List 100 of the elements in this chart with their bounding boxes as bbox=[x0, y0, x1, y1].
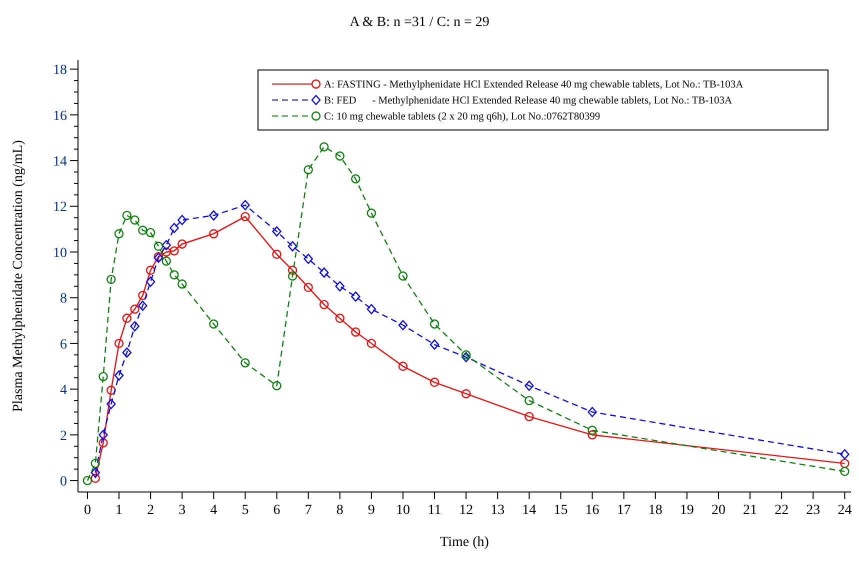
point bbox=[122, 210, 132, 220]
x-tick-label: 18 bbox=[648, 503, 662, 518]
y-tick-label: 4 bbox=[60, 383, 67, 398]
point bbox=[146, 228, 156, 238]
point bbox=[170, 246, 179, 256]
x-tick-label: 6 bbox=[273, 503, 280, 518]
point bbox=[335, 314, 344, 323]
point bbox=[138, 226, 148, 235]
x-tick-label: 21 bbox=[743, 503, 758, 518]
point bbox=[154, 242, 164, 251]
y-tick-label: 10 bbox=[53, 246, 67, 261]
point bbox=[461, 352, 471, 362]
legend-label: C: 10 mg chewable tablets (2 x 20 mg q6h), Lot No.:0762T80399 bbox=[324, 112, 600, 123]
point bbox=[461, 389, 471, 398]
x-tick-label: 15 bbox=[554, 503, 568, 518]
point bbox=[840, 458, 850, 468]
x-tick-label: 24 bbox=[838, 503, 852, 518]
point bbox=[351, 291, 360, 302]
point bbox=[351, 327, 360, 337]
point bbox=[320, 142, 329, 152]
point bbox=[240, 200, 250, 210]
point bbox=[398, 362, 408, 371]
point bbox=[524, 396, 534, 406]
point bbox=[122, 314, 132, 323]
x-tick-label: 11 bbox=[428, 503, 442, 518]
x-tick-label: 7 bbox=[304, 503, 312, 518]
point bbox=[82, 476, 92, 486]
point bbox=[588, 430, 597, 440]
point bbox=[272, 226, 282, 237]
point bbox=[138, 290, 148, 300]
point bbox=[304, 254, 313, 264]
y-tick-label: 6 bbox=[60, 337, 67, 352]
point bbox=[130, 215, 140, 225]
y-tick-label: 2 bbox=[60, 428, 67, 444]
x-tick-label: 16 bbox=[585, 503, 600, 518]
point bbox=[288, 241, 298, 252]
x-tick-label: 1 bbox=[116, 503, 123, 518]
point bbox=[335, 151, 344, 161]
point bbox=[178, 214, 187, 226]
point bbox=[240, 212, 250, 222]
point bbox=[272, 250, 282, 259]
point bbox=[840, 449, 850, 460]
point bbox=[209, 319, 218, 329]
point bbox=[114, 229, 124, 238]
x-tick-label: 0 bbox=[84, 503, 91, 518]
point bbox=[272, 381, 282, 390]
point bbox=[398, 271, 408, 281]
point bbox=[320, 267, 329, 278]
point bbox=[170, 222, 179, 234]
point bbox=[162, 240, 171, 250]
point bbox=[366, 304, 376, 314]
point bbox=[588, 426, 597, 435]
point bbox=[98, 430, 108, 440]
point bbox=[240, 358, 250, 368]
point bbox=[209, 229, 218, 238]
x-tick-label: 10 bbox=[396, 503, 410, 518]
point bbox=[130, 304, 140, 314]
point bbox=[90, 467, 100, 478]
point bbox=[430, 378, 440, 387]
point bbox=[114, 370, 124, 381]
point bbox=[304, 165, 313, 174]
point bbox=[366, 338, 376, 348]
legend-label: A: FASTING - Methylphenidate HCl Extended Release 40 mg chewable tablets, Lot No.: TB-103A bbox=[324, 80, 744, 91]
x-tick-label: 2 bbox=[147, 503, 154, 518]
point bbox=[288, 271, 298, 281]
point bbox=[90, 458, 100, 468]
point bbox=[98, 438, 108, 448]
y-tick-label: 18 bbox=[53, 63, 67, 78]
point bbox=[178, 239, 187, 249]
point bbox=[588, 406, 597, 418]
point bbox=[366, 208, 376, 218]
y-tick-label: 0 bbox=[60, 474, 67, 490]
x-tick-label: 14 bbox=[522, 503, 536, 518]
x-tick-label: 19 bbox=[680, 503, 694, 518]
point bbox=[106, 398, 116, 410]
x-tick-label: 4 bbox=[210, 503, 218, 518]
point bbox=[430, 319, 440, 329]
chart-title: A & B: n =31 / C: n = 29 bbox=[350, 15, 490, 30]
point bbox=[461, 350, 471, 360]
x-tick-label: 13 bbox=[490, 503, 505, 518]
point bbox=[98, 372, 108, 382]
y-tick-label: 8 bbox=[60, 292, 67, 307]
x-tick-label: 5 bbox=[242, 503, 249, 518]
point bbox=[320, 300, 329, 310]
y-tick-label: 12 bbox=[53, 200, 67, 216]
point bbox=[178, 279, 187, 289]
point bbox=[430, 339, 440, 350]
point bbox=[524, 380, 534, 391]
point bbox=[106, 386, 116, 395]
point bbox=[162, 247, 171, 257]
point bbox=[114, 338, 124, 348]
point bbox=[146, 276, 156, 287]
point bbox=[130, 321, 140, 332]
legend-label: B: FED - Methylphenidate HCl Extended Release 40 mg chewable tablets, Lot No.: TB-103A bbox=[324, 96, 732, 107]
point bbox=[90, 474, 100, 483]
point bbox=[122, 347, 132, 358]
point bbox=[170, 270, 179, 280]
y-axis-title: Plasma Methylphenidate Concentration (ng/mL) bbox=[11, 140, 26, 412]
x-tick-label: 22 bbox=[774, 503, 789, 518]
y-tick-label: 16 bbox=[53, 108, 67, 124]
